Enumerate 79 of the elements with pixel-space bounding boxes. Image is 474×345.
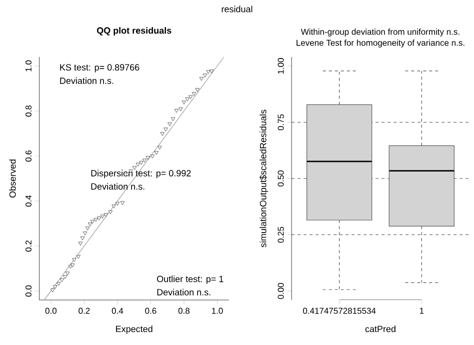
point (178, 107, 183, 112)
y-tick-label: 0.0 (25, 285, 32, 297)
y-tick-label: 0.00 (278, 283, 284, 299)
point (78, 242, 82, 246)
annotation: KS test: p= 0.89766 (60, 64, 140, 72)
point (76, 255, 80, 259)
point (50, 288, 55, 292)
point (154, 151, 158, 155)
point (210, 70, 214, 74)
x-tick-label: 0.8 (178, 308, 190, 314)
point (170, 117, 176, 122)
point (82, 232, 88, 236)
point (206, 70, 210, 74)
point (97, 216, 102, 220)
y-tick-label: 0.75 (278, 114, 284, 130)
chart-title: QQ plot residuals (96, 27, 172, 36)
y-tick-label: 0.50 (278, 170, 284, 186)
point (108, 210, 113, 214)
annotation: Dispersion test: p= 0.992 (91, 170, 191, 178)
point (185, 98, 190, 102)
point (60, 278, 64, 282)
x-tick-label: 0.41747572815534 (303, 308, 376, 314)
point (168, 122, 172, 126)
annotation: Outlier test: p= 1 (157, 276, 224, 284)
chart-subtitle: Levene Test for homogeneity of variance n.s. (296, 40, 464, 48)
point (150, 154, 155, 158)
point (146, 156, 150, 160)
chart-title: Within-group deviation from uniformity n.s. (300, 28, 460, 36)
point (142, 158, 147, 162)
x-tick-label: 1.0 (212, 308, 223, 314)
point (112, 204, 116, 208)
x-tick-label: 0.6 (145, 308, 156, 314)
point (195, 88, 200, 92)
annotation: Deviation n.s. (157, 288, 210, 296)
x-tick-label: 0.0 (45, 308, 57, 314)
x-tick-label: 1 (420, 308, 424, 314)
annotation: Deviation n.s. (91, 183, 144, 190)
point (164, 128, 168, 132)
x-tick-label: 0.2 (78, 308, 90, 314)
y-tick-label: 1.00 (278, 58, 284, 74)
point (90, 220, 95, 224)
point (160, 132, 164, 136)
point (56, 282, 61, 286)
y-axis-title: simulationOutput$scaledResiduals (260, 110, 268, 248)
point (136, 162, 140, 166)
x-axis-title: Expected (116, 326, 152, 334)
y-tick-label: 0.4 (25, 195, 32, 207)
x-axis-title: catPred (365, 326, 396, 332)
point (132, 166, 137, 170)
y-axis-title: Observed (9, 160, 16, 198)
point (104, 213, 108, 217)
x-tick-label: 0.4 (112, 308, 124, 314)
point (100, 214, 105, 218)
point (72, 258, 76, 262)
y-tick-label: 0.8 (25, 105, 32, 117)
point (139, 160, 144, 165)
point (85, 226, 90, 230)
y-tick-label: 1.0 (25, 60, 32, 72)
point (202, 74, 208, 78)
point (174, 109, 179, 113)
point (88, 222, 92, 226)
point (192, 92, 196, 96)
point (182, 100, 186, 104)
point (70, 264, 75, 268)
point (53, 285, 58, 289)
text: residual (222, 6, 252, 12)
point (120, 201, 125, 205)
annotation: Deviation n.s. (60, 77, 114, 84)
point (199, 77, 204, 81)
point (65, 272, 70, 276)
point (62, 275, 68, 279)
point (188, 95, 193, 99)
point (115, 202, 120, 206)
point (158, 146, 162, 150)
y-tick-label: 0.25 (278, 226, 284, 243)
point (94, 218, 98, 222)
y-tick-label: 0.2 (25, 240, 32, 252)
y-tick-label: 0.6 (25, 150, 32, 162)
point (80, 236, 85, 240)
